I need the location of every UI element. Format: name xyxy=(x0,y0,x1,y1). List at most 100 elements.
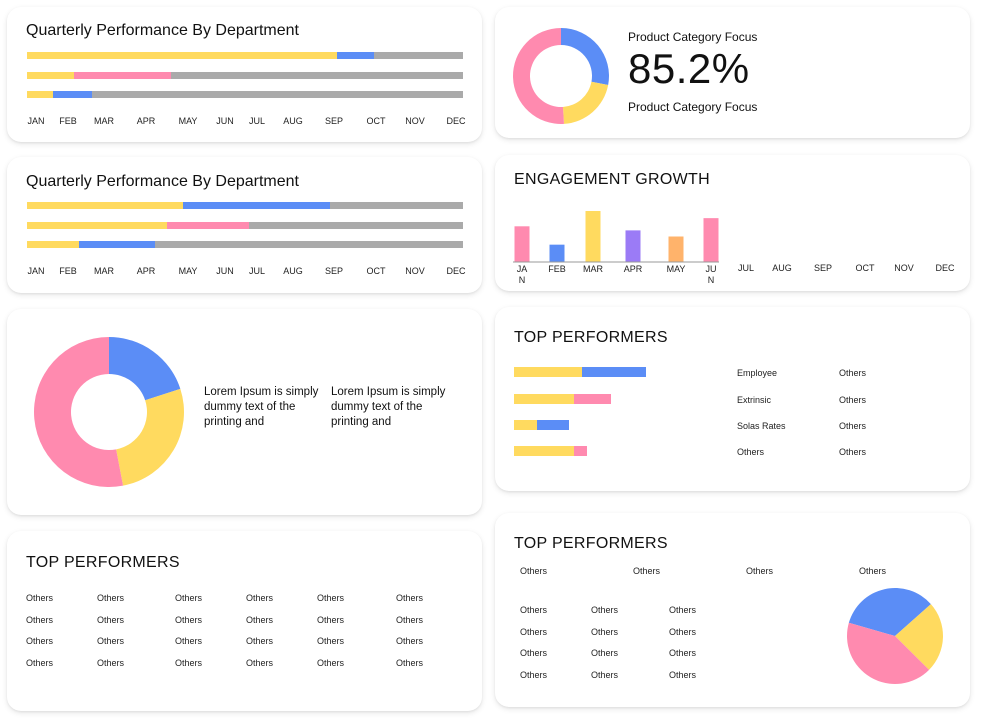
timeline-track xyxy=(27,202,463,209)
month-label: OCT xyxy=(366,266,386,276)
table-cell: Others xyxy=(520,670,548,680)
month-label: NOV xyxy=(894,263,914,273)
category-focus-card: Product Category Focus 85.2% Product Cat… xyxy=(495,7,970,138)
performers-pie-chart xyxy=(847,588,943,684)
table-cell: Others xyxy=(26,658,54,668)
table-cell: Others xyxy=(97,615,125,625)
timeline-segment xyxy=(27,241,80,248)
table-cell: Others xyxy=(26,615,54,625)
performer-bar-segment xyxy=(582,367,646,377)
timeline-segment xyxy=(27,202,183,209)
performer-name: Others xyxy=(737,447,765,457)
timeline-segment xyxy=(27,72,75,79)
engagement-bar xyxy=(625,230,641,262)
table-cell: Others xyxy=(591,670,619,680)
timeline-track xyxy=(27,241,463,248)
month-label: FEB xyxy=(59,266,77,276)
month-label: JUL xyxy=(248,266,266,276)
performer-bar-segment xyxy=(514,394,574,404)
month-label: FEB xyxy=(548,264,566,274)
month-label: APR xyxy=(624,264,643,274)
month-label: NOV xyxy=(405,266,425,276)
table-cell: Others xyxy=(520,605,548,615)
month-label: SEP xyxy=(324,116,344,126)
table-cell: Others xyxy=(97,593,125,603)
donut-lorem-card: Lorem Ipsum is simply dummy text of the … xyxy=(7,309,482,515)
pie-slice xyxy=(513,28,565,124)
engagement-bar xyxy=(703,218,719,262)
timeline-segment xyxy=(27,91,54,98)
timeline-segment xyxy=(74,72,171,79)
table-cell: Others xyxy=(317,615,345,625)
engagement-card: ENGAGEMENT GROWTH JA N FEB MAR APR MAY JU N JUL A… xyxy=(495,155,970,291)
top-performers-bars-card: TOP PERFORMERS Employee Others Extrinsic Ot… xyxy=(495,307,970,491)
performer-value: Others xyxy=(839,447,867,457)
timeline-segment xyxy=(337,52,374,59)
table-cell: Others xyxy=(396,593,424,603)
pie-slice xyxy=(561,28,609,85)
month-label: FEB xyxy=(59,116,77,126)
table-cell: Others xyxy=(246,636,274,646)
engagement-bar xyxy=(668,236,684,262)
timeline-segment xyxy=(79,241,156,248)
timeline-segment xyxy=(27,52,338,59)
month-label: JUN xyxy=(216,266,234,276)
table-cell: Others xyxy=(669,605,697,615)
table-cell: Others xyxy=(591,627,619,637)
pie-slice xyxy=(109,337,181,401)
lorem-text-left: Lorem Ipsum is simply dummy text of the … xyxy=(204,386,319,428)
table-cell: Others xyxy=(246,593,274,603)
month-label: MAR xyxy=(94,266,114,276)
timeline-segment xyxy=(182,202,330,209)
table-cell: Others xyxy=(175,593,203,603)
month-label: OCT xyxy=(856,263,876,273)
quarterly-title-2: Quarterly Performance By Department xyxy=(26,173,299,190)
pie-slice xyxy=(562,81,609,124)
table-header-cell: Others xyxy=(859,566,887,576)
quarterly-card-1: Quarterly Performance By Department JAN F… xyxy=(7,7,482,142)
month-label: JUL xyxy=(738,263,754,273)
month-label: SEP xyxy=(324,266,344,276)
table-cell: Others xyxy=(317,636,345,646)
quarterly-chart-2: JAN FEB MAR APR MAY JUN JUL AUG SEP OCT NOV DEC xyxy=(27,202,466,282)
top-performers-pie-header: Others Others Others Others xyxy=(520,566,960,580)
performer-bar-segment xyxy=(514,420,537,430)
month-label: DEC xyxy=(446,266,466,276)
timeline-segment xyxy=(166,222,250,229)
performer-value: Others xyxy=(839,368,867,378)
month-label: SEP xyxy=(814,263,832,273)
table-cell: Others xyxy=(669,627,697,637)
quarterly-card-2: Quarterly Performance By Department JAN F… xyxy=(7,157,482,293)
category-focus-value: 85.2% xyxy=(628,45,750,92)
table-cell: Others xyxy=(175,615,203,625)
month-label: AUG xyxy=(283,266,303,276)
top-performers-bars-title: TOP PERFORMERS xyxy=(514,329,668,346)
category-focus-title: Product Category Focus xyxy=(628,30,758,44)
table-cell: Others xyxy=(246,615,274,625)
top-performers-pie-table: Others Others Others Others Others Others Othe… xyxy=(520,605,820,695)
table-cell: Others xyxy=(246,658,274,668)
performer-name: Extrinsic xyxy=(737,395,772,405)
big-donut-chart xyxy=(34,337,185,487)
top-performers-bars-chart xyxy=(514,367,714,467)
table-cell: Others xyxy=(520,627,548,637)
engagement-bar xyxy=(549,244,565,262)
timeline-track xyxy=(27,222,463,229)
performer-bar-segment xyxy=(537,420,569,430)
performer-name: Employee xyxy=(737,368,778,378)
month-label: AUG xyxy=(772,263,792,273)
top-performers-table-title: TOP PERFORMERS xyxy=(26,554,180,571)
quarterly-chart-1: JAN FEB MAR APR MAY JUN JUL AUG SEP OCT NOV DEC xyxy=(27,52,466,132)
table-cell: Others xyxy=(669,648,697,658)
performer-bar-segment xyxy=(574,394,611,404)
performer-bar-segment xyxy=(514,446,574,456)
pie-slice xyxy=(847,622,930,684)
engagement-bar xyxy=(585,211,601,262)
performer-bar-segment xyxy=(514,367,582,377)
table-cell: Others xyxy=(396,658,424,668)
month-label: DEC xyxy=(935,263,955,273)
month-label: MAR xyxy=(583,264,604,274)
timeline-track xyxy=(27,72,463,79)
